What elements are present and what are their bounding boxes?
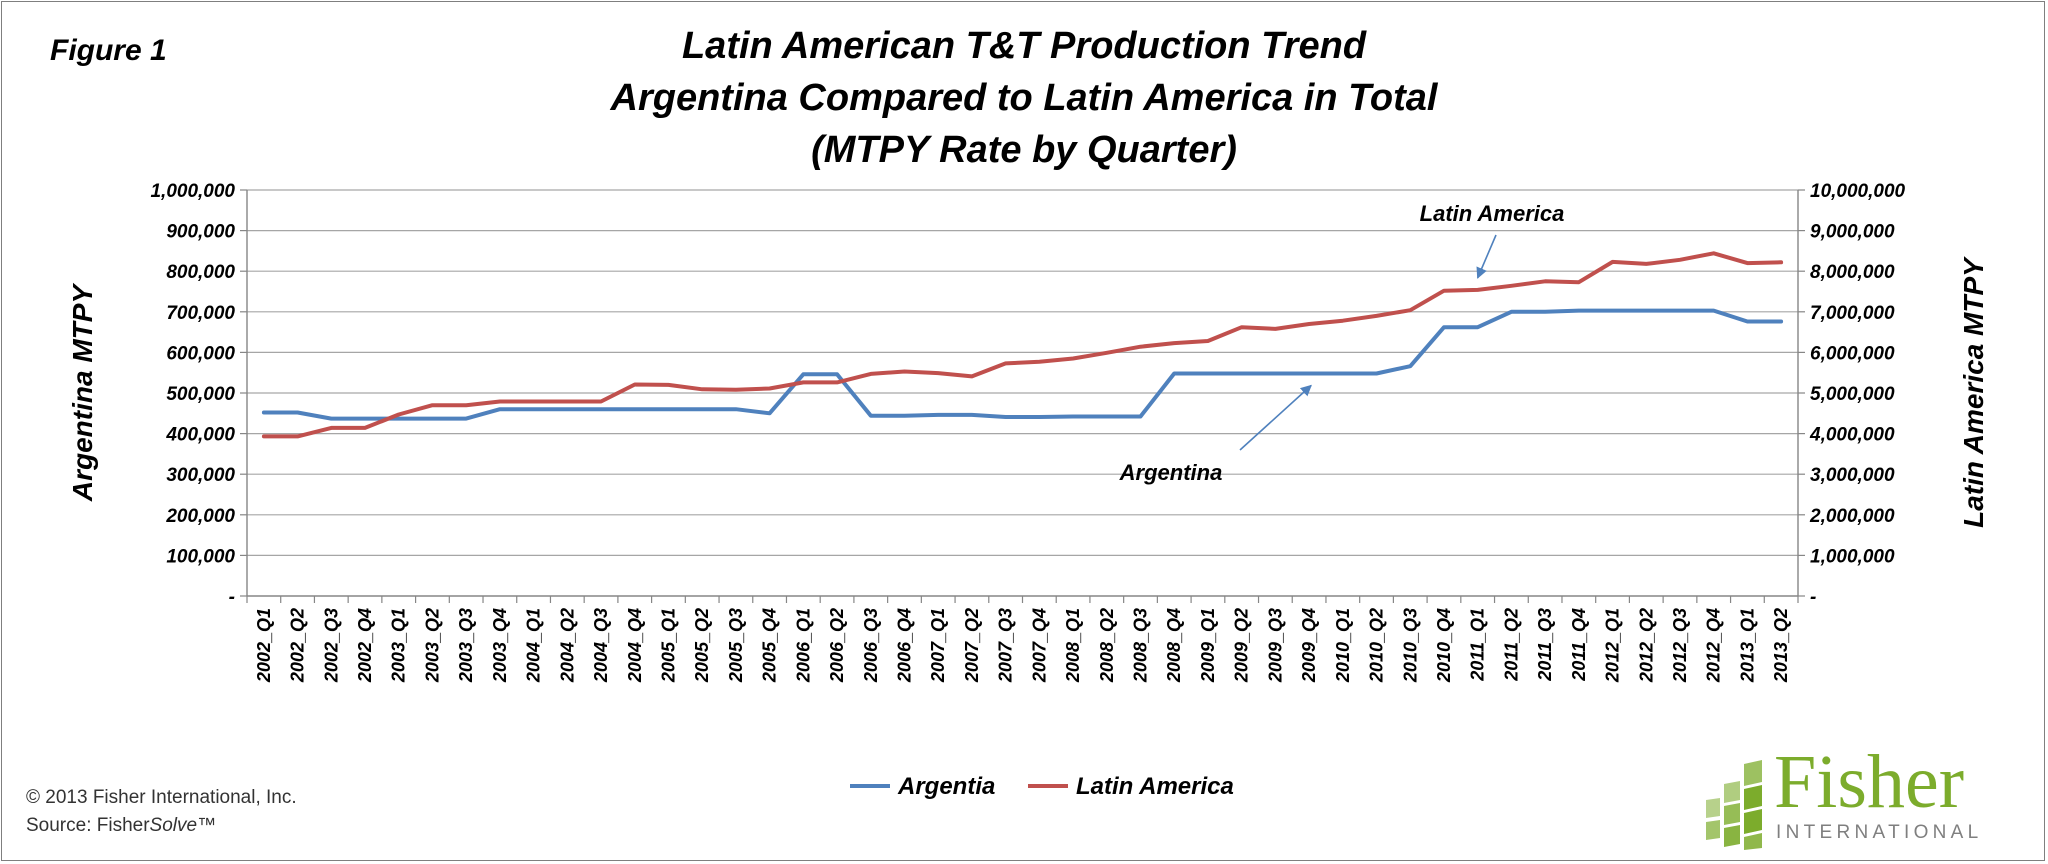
annotation-label-latin-america: Latin America <box>1420 201 1565 226</box>
y-left-tick-label: - <box>229 587 235 608</box>
x-tick-label: 2013_Q2 <box>1771 608 1791 683</box>
chart-title: Latin American T&T Production Trend Arge… <box>0 20 2048 176</box>
legend-label-argentia: Argentia <box>897 773 995 800</box>
x-tick-label: 2010_Q1 <box>1333 608 1353 683</box>
x-tick-label: 2010_Q2 <box>1367 608 1387 683</box>
source-prefix: Source: Fisher <box>26 815 150 836</box>
x-tick-label: 2011_Q4 <box>1569 608 1589 682</box>
y-right-axis-title: Latin America MTPY <box>1958 256 1989 528</box>
y-right-tick-label: 10,000,000 <box>1810 181 1906 202</box>
y-left-tick-label: 200,000 <box>165 506 235 527</box>
x-tick-label: 2007_Q1 <box>928 608 948 683</box>
x-tick-label: 2002_Q1 <box>254 608 274 683</box>
logo-wordmark: Fisher <box>1774 740 1964 824</box>
x-tick-label: 2002_Q2 <box>288 608 308 683</box>
y-left-tick-label: 600,000 <box>166 343 235 364</box>
x-tick-label: 2011_Q1 <box>1468 608 1488 682</box>
x-tick-label: 2003_Q2 <box>422 608 442 683</box>
y-right-tick-label: 1,000,000 <box>1810 546 1895 567</box>
y-left-tick-label: 1,000,000 <box>150 181 235 202</box>
x-tick-label: 2010_Q4 <box>1434 608 1454 683</box>
x-tick-label: 2007_Q3 <box>996 608 1016 683</box>
x-tick-label: 2003_Q1 <box>389 608 409 683</box>
x-tick-label: 2002_Q3 <box>321 608 341 683</box>
y-right-tick-label: 2,000,000 <box>1809 506 1895 527</box>
x-tick-label: 2004_Q4 <box>625 608 645 683</box>
series-line-argentia <box>261 308 1784 421</box>
x-tick-label: 2011_Q3 <box>1535 608 1555 682</box>
annotation-label-argentina: Argentina <box>1119 460 1223 485</box>
y-left-tick-label: 500,000 <box>166 384 235 405</box>
x-tick-label: 2012_Q2 <box>1636 608 1656 683</box>
x-tick-label: 2008_Q4 <box>1164 608 1184 683</box>
x-tick-label: 2005_Q3 <box>726 608 746 683</box>
y-right-tick-label: 6,000,000 <box>1810 343 1895 364</box>
y-left-tick-label: 800,000 <box>166 262 235 283</box>
y-right-tick-label: 8,000,000 <box>1810 262 1895 283</box>
x-tick-label: 2013_Q1 <box>1737 608 1757 683</box>
y-left-tick-label: 900,000 <box>166 222 235 243</box>
x-tick-label: 2009_Q2 <box>1232 608 1252 683</box>
x-tick-label: 2006_Q4 <box>894 608 914 683</box>
y-left-tick-label: 700,000 <box>166 303 235 324</box>
x-tick-label: 2009_Q1 <box>1198 608 1218 683</box>
x-tick-label: 2008_Q2 <box>1097 608 1117 683</box>
y-right-tick-label: 7,000,000 <box>1810 303 1895 324</box>
x-tick-label: 2003_Q4 <box>490 608 510 683</box>
y-left-tick-label: 400,000 <box>165 425 235 446</box>
chart-title-line-3: (MTPY Rate by Quarter) <box>811 129 1237 171</box>
fisher-logo-mark-icon <box>1706 760 1762 850</box>
y-left-axis-title: Argentina MTPY <box>67 283 98 503</box>
series-line-latin-america <box>261 251 1784 439</box>
x-tick-label: 2011_Q2 <box>1501 608 1521 682</box>
x-tick-label: 2012_Q1 <box>1603 608 1623 683</box>
x-tick-label: 2012_Q3 <box>1670 608 1690 683</box>
x-tick-label: 2007_Q4 <box>1029 608 1049 683</box>
x-tick-label: 2006_Q2 <box>827 608 847 683</box>
y-right-tick-label: 3,000,000 <box>1810 465 1895 486</box>
source-line: Source: FisherSolve™ <box>26 812 297 840</box>
x-tick-label: 2008_Q1 <box>1063 608 1083 683</box>
y-right-tick-label: 9,000,000 <box>1810 222 1895 243</box>
source-suffix: ™ <box>197 815 217 836</box>
annotation-arrow-latin-america <box>1476 234 1497 279</box>
chart-title-line-2: Argentina Compared to Latin America in T… <box>610 77 1438 119</box>
y-right-tick-label: 5,000,000 <box>1810 384 1895 405</box>
x-tick-label: 2004_Q2 <box>557 608 577 683</box>
x-tick-label: 2006_Q3 <box>861 608 881 683</box>
x-tick-label: 2009_Q4 <box>1299 608 1319 683</box>
chart-title-line-1: Latin American T&T Production Trend <box>681 25 1367 67</box>
x-tick-label: 2008_Q3 <box>1131 608 1151 683</box>
x-tick-label: 2005_Q2 <box>692 608 712 683</box>
logo-subtitle: INTERNATIONAL <box>1776 822 1983 843</box>
y-right-tick-label: - <box>1810 587 1816 608</box>
x-tick-label: 2002_Q4 <box>355 608 375 683</box>
y-right-tick-label: 4,000,000 <box>1809 425 1895 446</box>
x-tick-label: 2010_Q3 <box>1400 608 1420 683</box>
copyright-line: © 2013 Fisher International, Inc. <box>26 787 297 808</box>
x-tick-label: 2006_Q1 <box>793 608 813 683</box>
x-tick-label: 2004_Q1 <box>524 608 544 683</box>
y-left-tick-label: 300,000 <box>166 465 235 486</box>
x-tick-label: 2012_Q4 <box>1704 608 1724 683</box>
legend-label-latin-america: Latin America <box>1076 773 1234 800</box>
source-italic: Solve <box>149 815 198 836</box>
x-tick-label: 2009_Q3 <box>1265 608 1285 683</box>
x-tick-label: 2005_Q1 <box>658 608 678 683</box>
copyright-block: © 2013 Fisher International, Inc. Source… <box>26 784 297 840</box>
x-tick-label: 2003_Q3 <box>456 608 476 683</box>
x-tick-label: 2005_Q4 <box>760 608 780 683</box>
figure-label: Figure 1 <box>50 34 167 67</box>
x-tick-label: 2004_Q3 <box>591 608 611 683</box>
x-tick-label: 2007_Q2 <box>962 608 982 683</box>
annotation-arrow-argentina <box>1239 384 1312 451</box>
y-left-tick-label: 100,000 <box>166 546 235 567</box>
